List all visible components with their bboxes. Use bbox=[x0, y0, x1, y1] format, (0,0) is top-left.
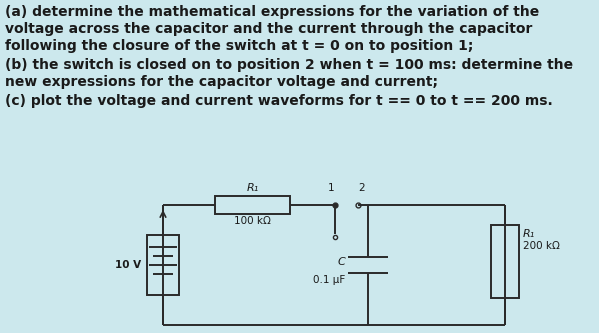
Text: following the closure of the switch at t = 0 on to position 1;: following the closure of the switch at t… bbox=[5, 39, 473, 53]
Text: 2: 2 bbox=[359, 183, 365, 193]
Text: 100 kΩ: 100 kΩ bbox=[234, 216, 271, 226]
Text: new expressions for the capacitor voltage and current;: new expressions for the capacitor voltag… bbox=[5, 75, 438, 89]
Text: C: C bbox=[337, 257, 345, 267]
Text: (a) determine the mathematical expressions for the variation of the: (a) determine the mathematical expressio… bbox=[5, 5, 539, 19]
Text: R₁: R₁ bbox=[523, 229, 536, 239]
Text: 200 kΩ: 200 kΩ bbox=[523, 241, 560, 251]
Bar bbox=[147, 235, 179, 295]
Text: R₁: R₁ bbox=[246, 183, 259, 193]
Bar bbox=[491, 225, 519, 298]
Text: 10 V: 10 V bbox=[115, 260, 141, 270]
Text: voltage across the capacitor and the current through the capacitor: voltage across the capacitor and the cur… bbox=[5, 22, 533, 36]
Text: 0.1 μF: 0.1 μF bbox=[313, 275, 345, 285]
Text: (c) plot the voltage and current waveforms for t == 0 to t == 200 ms.: (c) plot the voltage and current wavefor… bbox=[5, 94, 553, 108]
Text: 1: 1 bbox=[328, 183, 334, 193]
Text: (b) the switch is closed on to position 2 when t = 100 ms: determine the: (b) the switch is closed on to position … bbox=[5, 58, 573, 72]
Bar bbox=[215, 196, 290, 214]
